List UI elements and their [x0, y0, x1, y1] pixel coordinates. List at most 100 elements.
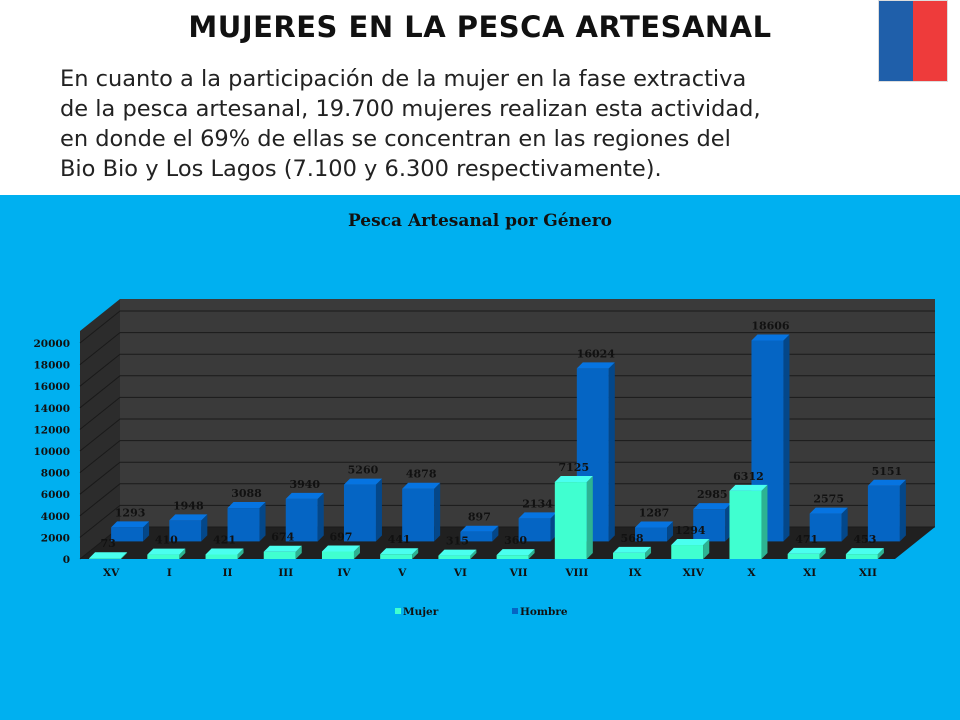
chart-title: Pesca Artesanal por Género — [348, 211, 612, 231]
data-label-hombre: 5151 — [872, 465, 903, 478]
intro-line-1: En cuanto a la participación de la mujer… — [60, 66, 747, 92]
bar-top — [343, 478, 382, 485]
bar-mujer — [671, 545, 704, 559]
data-label-mujer: 1294 — [675, 524, 706, 537]
bar-side — [121, 552, 128, 559]
gridline — [79, 418, 935, 452]
x-tick-label: VI — [453, 567, 467, 579]
data-label-mujer: 674 — [271, 531, 294, 544]
legend-swatch-hombre — [512, 608, 518, 614]
data-label-mujer: 441 — [388, 533, 411, 546]
x-tick-label: V — [397, 567, 407, 579]
bar-top — [147, 548, 186, 555]
data-label-mujer: 697 — [329, 530, 352, 543]
bar-hombre — [227, 508, 260, 542]
data-label-hombre: 3088 — [231, 487, 262, 500]
y-tick-label: 20000 — [33, 338, 70, 350]
bar-side — [317, 492, 324, 542]
bar-mujer — [845, 554, 878, 559]
x-tick-label: I — [167, 567, 172, 579]
data-label-hombre: 1287 — [639, 507, 670, 520]
bar-hombre — [111, 527, 144, 542]
bar-top — [205, 548, 244, 555]
bar-side — [703, 539, 710, 559]
bar-top — [380, 548, 419, 555]
bar-mujer — [263, 551, 296, 559]
data-label-hombre: 2575 — [813, 493, 844, 506]
data-label-hombre: 897 — [468, 511, 491, 524]
gridline — [79, 353, 935, 387]
legend-label-hombre: Hombre — [520, 606, 568, 618]
gridline — [79, 310, 935, 344]
bar-hombre — [518, 518, 551, 542]
y-tick-label: 0 — [63, 554, 70, 566]
y-tick-label: 18000 — [33, 360, 70, 372]
bar-side — [492, 525, 499, 542]
y-tick-label: 2000 — [41, 532, 70, 544]
bar-side — [899, 479, 906, 542]
data-label-hombre: 5260 — [348, 464, 379, 477]
intro-line-4: Bio Bio y Los Lagos (7.100 y 6.300 respe… — [60, 156, 662, 182]
bar-side — [353, 545, 360, 559]
bar-mujer — [496, 555, 529, 559]
bar-top — [460, 525, 499, 532]
bar-hombre — [285, 498, 318, 542]
bar-mujer — [787, 553, 820, 559]
x-tick-label: II — [223, 567, 233, 579]
bar-hombre — [169, 520, 202, 542]
chile-flag-icon — [878, 0, 948, 82]
y-tick-label: 10000 — [33, 446, 70, 458]
bar-top — [671, 539, 710, 546]
bar-top — [751, 334, 790, 341]
data-label-hombre: 18606 — [751, 319, 790, 332]
bar-mujer — [89, 558, 122, 559]
chart-side-wall — [80, 299, 120, 559]
bar-top — [693, 503, 732, 510]
bar-hombre — [809, 513, 842, 542]
bar-top — [321, 545, 360, 552]
bar-side — [819, 547, 826, 559]
data-label-hombre: 16024 — [577, 347, 616, 360]
bar-top — [576, 362, 615, 369]
y-tick-label: 4000 — [41, 511, 70, 523]
bar-top — [438, 549, 477, 556]
legend-label-mujer: Mujer — [403, 606, 439, 618]
bar-side — [434, 482, 441, 542]
bar-top — [787, 547, 826, 554]
bar-hombre — [635, 527, 668, 542]
bar-top — [111, 521, 150, 528]
data-label-hombre: 2985 — [697, 488, 728, 501]
x-tick-label: VII — [509, 567, 528, 579]
bar-top — [402, 482, 441, 489]
bar-mujer — [613, 552, 646, 559]
bar-side — [412, 548, 419, 559]
y-tick-label: 8000 — [41, 468, 70, 480]
x-tick-label: III — [278, 567, 293, 579]
data-label-hombre: 1293 — [115, 506, 146, 519]
bar-chart: Pesca Artesanal por Género 0 2000 4000 6000 8… — [33, 211, 935, 618]
gridline — [79, 375, 935, 409]
bar-mujer — [321, 551, 354, 559]
y-tick-label: 6000 — [41, 489, 70, 501]
data-label-hombre: 4878 — [406, 468, 437, 481]
y-tick-label: 14000 — [33, 403, 70, 415]
data-label-hombre: 3940 — [289, 478, 320, 491]
data-label-mujer: 410 — [155, 534, 178, 547]
data-label-mujer: 7125 — [559, 461, 590, 474]
data-label-mujer: 315 — [446, 535, 469, 548]
bar-side — [375, 478, 382, 542]
data-label-mujer: 73 — [100, 537, 115, 550]
bar-top — [285, 492, 324, 499]
data-label-mujer: 360 — [504, 534, 527, 547]
gridline — [79, 504, 935, 538]
bar-mujer — [438, 555, 471, 559]
bar-side — [259, 502, 266, 542]
x-tick-label: XII — [859, 567, 877, 579]
chart-back-wall — [120, 299, 935, 527]
data-label-hombre: 1948 — [173, 499, 204, 512]
bar-hombre — [402, 488, 435, 542]
bar-mujer — [554, 482, 587, 559]
bar-mujer — [147, 554, 180, 559]
bar-mujer — [380, 554, 413, 559]
bar-top — [613, 546, 652, 553]
